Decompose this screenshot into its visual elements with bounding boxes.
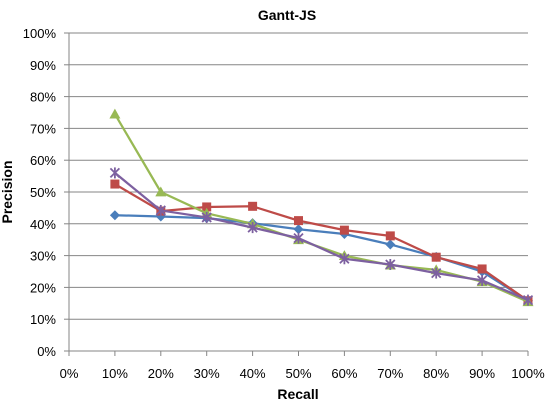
x-tick-label: 30% <box>194 366 220 381</box>
axes <box>64 32 529 356</box>
triangle-marker <box>109 108 121 119</box>
gridlines <box>69 32 528 320</box>
series-line <box>114 214 529 302</box>
series-line <box>113 113 529 303</box>
series-2 <box>110 179 533 306</box>
x-tick-label: 50% <box>285 366 311 381</box>
x-tick-label: 0% <box>60 366 79 381</box>
x-tick-label: 40% <box>240 366 266 381</box>
square-marker <box>339 225 349 235</box>
series-3 <box>109 108 534 307</box>
x-tick-label: 100% <box>511 366 545 381</box>
y-tick-label: 40% <box>30 217 56 232</box>
y-tick-label: 60% <box>30 153 56 168</box>
square-marker <box>110 179 120 189</box>
star-marker <box>476 274 488 286</box>
triangle-marker <box>155 186 167 197</box>
series-line <box>114 172 529 302</box>
square-marker <box>294 216 303 226</box>
y-axis-title: Precision <box>0 160 15 223</box>
star-marker <box>293 232 304 244</box>
star-marker <box>247 222 258 234</box>
y-tick-label: 70% <box>30 121 56 136</box>
diamond-marker <box>385 239 396 250</box>
star-marker <box>109 167 121 179</box>
star-marker <box>155 204 166 216</box>
series-4 <box>109 167 534 306</box>
star-marker <box>431 267 442 279</box>
diamond-marker <box>293 224 304 235</box>
square-marker <box>477 264 487 274</box>
series-line <box>114 183 529 302</box>
y-tick-label: 0% <box>37 344 56 359</box>
star-marker <box>385 259 396 271</box>
x-axis-title: Recall <box>277 386 318 402</box>
y-tick-label: 100% <box>23 26 57 41</box>
x-tick-label: 70% <box>377 366 403 381</box>
square-marker <box>202 202 212 212</box>
x-tick-label: 90% <box>469 366 495 381</box>
square-marker <box>431 252 441 262</box>
y-tick-label: 90% <box>30 58 56 73</box>
x-tick-label: 60% <box>331 366 357 381</box>
square-marker <box>248 201 258 211</box>
square-marker <box>385 231 395 241</box>
star-marker <box>339 253 350 265</box>
y-tick-label: 80% <box>30 90 56 105</box>
star-marker <box>522 294 534 306</box>
chart-title: Gantt-JS <box>258 7 316 23</box>
x-tick-label: 80% <box>423 366 449 381</box>
x-tick-label: 20% <box>148 366 174 381</box>
series-group <box>109 108 534 307</box>
y-tick-label: 20% <box>30 280 56 295</box>
diamond-marker <box>109 210 120 221</box>
y-tick-label: 10% <box>30 312 56 327</box>
y-tick-label: 30% <box>30 249 56 264</box>
star-marker <box>201 211 212 223</box>
tick-labels: 0% 10% 20% 30% 40% 50% 60% 70% 80% 90% 100% 0% 10% 20… <box>23 26 545 381</box>
x-tick-label: 10% <box>102 366 128 381</box>
y-tick-label: 50% <box>30 185 56 200</box>
